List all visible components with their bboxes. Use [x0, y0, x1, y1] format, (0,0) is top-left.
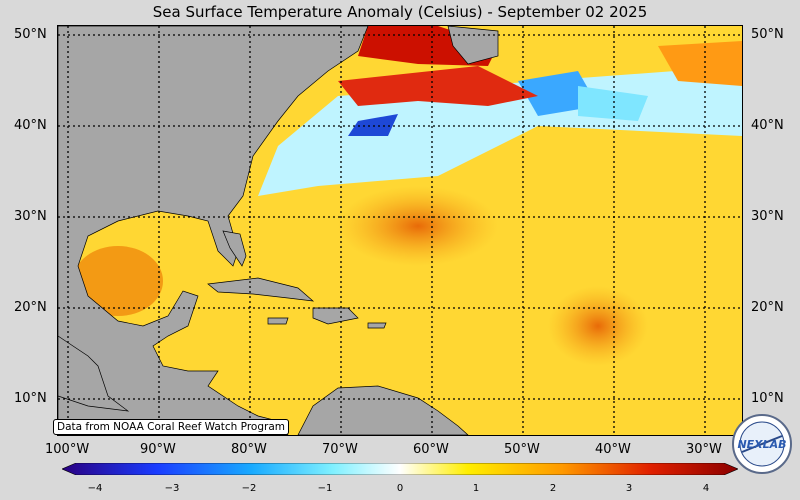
anomaly-map [57, 25, 743, 436]
lat-label-20-right: 20°N [751, 300, 784, 315]
map-title: Sea Surface Temperature Anomaly (Celsius… [152, 3, 648, 21]
cuba-land [207, 277, 315, 302]
hot-band [338, 66, 538, 106]
lon-label-50w: 50°W [504, 442, 540, 457]
data-credit: Data from NOAA Coral Reef Watch Program [53, 419, 289, 435]
lon-label-40w: 40°W [595, 442, 631, 457]
map-canvas [58, 26, 742, 435]
colorbar-tick: −4 [87, 483, 103, 494]
graticule [58, 26, 742, 435]
florida-land [222, 230, 247, 267]
colorbar-tick: −3 [164, 483, 180, 494]
logo-text: NEXLAB [737, 438, 786, 451]
lat-label-30-right: 30°N [751, 209, 784, 224]
nexlab-logo: NEXLAB [732, 414, 792, 474]
lat-label-50-left: 50°N [14, 27, 47, 42]
lon-label-70w: 70°W [322, 442, 358, 457]
colorbar-tick: −1 [317, 483, 333, 494]
lat-label-10-left: 10°N [14, 391, 47, 406]
colorbar-tick: −2 [241, 483, 257, 494]
colorbar-tick: 4 [702, 483, 710, 494]
gulf-warm-patch [73, 246, 163, 316]
lat-label-10-right: 10°N [751, 391, 784, 406]
colorbar-tick: 2 [549, 483, 557, 494]
lon-label-90w: 90°W [140, 442, 176, 457]
lon-label-100w: 100°W [45, 442, 90, 457]
colorbar-tick: 1 [472, 483, 480, 494]
lon-label-80w: 80°W [231, 442, 267, 457]
lat-label-50-right: 50°N [751, 27, 784, 42]
lat-label-30-left: 30°N [14, 209, 47, 224]
colorbar-tick: 3 [625, 483, 633, 494]
lon-label-30w: 30°W [686, 442, 722, 457]
lat-label-40-right: 40°N [751, 118, 784, 133]
lat-label-20-left: 20°N [14, 300, 47, 315]
lon-label-60w: 60°W [413, 442, 449, 457]
colorbar-tick: 0 [396, 483, 404, 494]
lat-label-40-left: 40°N [14, 118, 47, 133]
colorbar [62, 463, 738, 475]
